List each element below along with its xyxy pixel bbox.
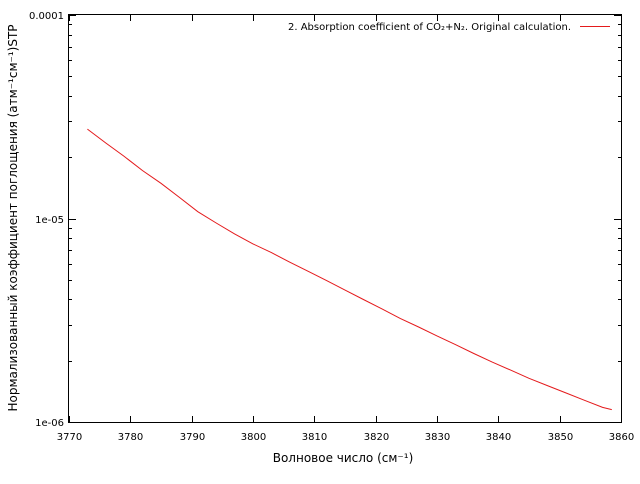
x-tick-label: 3770 <box>57 432 82 443</box>
x-tick-label: 3850 <box>548 432 573 443</box>
y-axis-label: Нормализованный коэффициент поглощения (… <box>6 24 20 411</box>
x-tick-label: 3790 <box>180 432 205 443</box>
x-tick-label: 3830 <box>425 432 450 443</box>
x-tick-label: 3800 <box>241 432 266 443</box>
y-tick-label: 1e-05 <box>35 215 64 226</box>
series-line <box>87 128 612 411</box>
y-tick-label: 0.0001 <box>29 11 64 22</box>
x-axis-label: Волновое число (см⁻¹) <box>273 451 414 465</box>
y-tick-label: 1e-06 <box>35 418 64 429</box>
series-layer <box>87 128 612 411</box>
x-tick-label: 3810 <box>302 432 327 443</box>
y-axis: 0.0001 1e-05 1e-06 <box>29 11 621 429</box>
x-tick-label: 3840 <box>486 432 511 443</box>
x-tick-label: 3860 <box>609 432 634 443</box>
legend-label: 2. Absorption coefficient of CO₂+N₂. Ori… <box>288 22 571 33</box>
plot-frame <box>68 14 622 423</box>
x-tick-label: 3820 <box>364 432 389 443</box>
x-tick-label: 3780 <box>118 432 143 443</box>
x-axis: 3770 3780 3790 3800 3810 3820 3830 3840 3850 3860 <box>57 15 634 443</box>
legend: 2. Absorption coefficient of CO₂+N₂. Ori… <box>288 22 610 33</box>
